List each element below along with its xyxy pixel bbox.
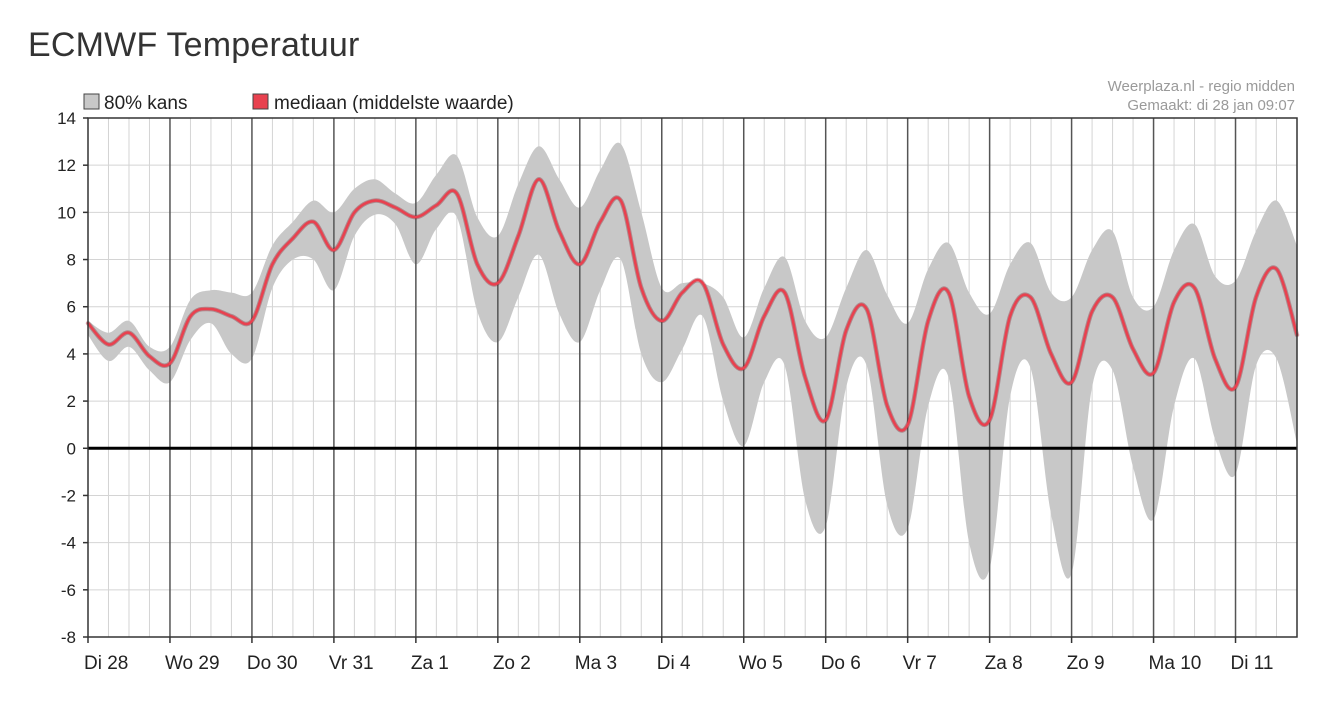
y-tick-label: 8 [67, 251, 76, 270]
x-tick-label: Vr 7 [903, 653, 937, 674]
plot-background [88, 118, 1297, 637]
x-tick-label: Do 30 [247, 653, 298, 674]
y-tick-label: 12 [57, 156, 76, 175]
y-tick-label: 6 [67, 298, 76, 317]
legend-swatch-80-percent [83, 93, 100, 110]
x-tick-label: Di 4 [657, 653, 691, 674]
x-tick-label: Vr 31 [329, 653, 374, 674]
created-timestamp: Gemaakt: di 28 jan 09:07 [1127, 97, 1295, 114]
y-tick-label: -8 [61, 628, 76, 647]
x-tick-label: Wo 5 [739, 653, 783, 674]
median-line [86, 178, 1299, 432]
x-tick-label: Wo 29 [165, 653, 220, 674]
page-title: ECMWF Temperatuur [28, 26, 360, 64]
y-tick-label: -6 [61, 581, 76, 600]
x-tick-label: Zo 9 [1067, 653, 1105, 674]
x-tick-label: Za 8 [985, 653, 1023, 674]
y-tick-label: 4 [67, 345, 76, 364]
legend: 80% kans mediaan (middelste waarde) [83, 93, 514, 114]
y-tick-label: 0 [67, 439, 76, 458]
y-tick-label: 2 [67, 392, 76, 411]
x-tick-label: Di 11 [1231, 653, 1274, 674]
plot-area: 14 12 10 8 6 4 2 0 -2 -4 -6 -8 Di 28 Wo 29 Do 30 Vr 31 Z… [57, 109, 1300, 674]
x-tick-label: Do 6 [821, 653, 861, 674]
source-label: Weerplaza.nl - regio midden [1108, 78, 1295, 95]
y-tick-label: 10 [57, 203, 76, 222]
legend-label-80-percent: 80% kans [104, 93, 187, 114]
y-tick-label: 14 [57, 109, 76, 128]
x-tick-label: Di 28 [84, 653, 128, 674]
x-tick-label: Ma 3 [575, 653, 617, 674]
plot-frame [87, 117, 1298, 638]
legend-label-median: mediaan (middelste waarde) [274, 93, 514, 114]
x-tick-label: Ma 10 [1149, 653, 1202, 674]
x-tick-label: Za 1 [411, 653, 449, 674]
band-80-percent [88, 142, 1297, 580]
x-tick-label: Zo 2 [493, 653, 531, 674]
y-tick-label: -4 [61, 534, 76, 553]
y-tick-label: -2 [61, 486, 76, 505]
legend-swatch-median [252, 93, 269, 110]
